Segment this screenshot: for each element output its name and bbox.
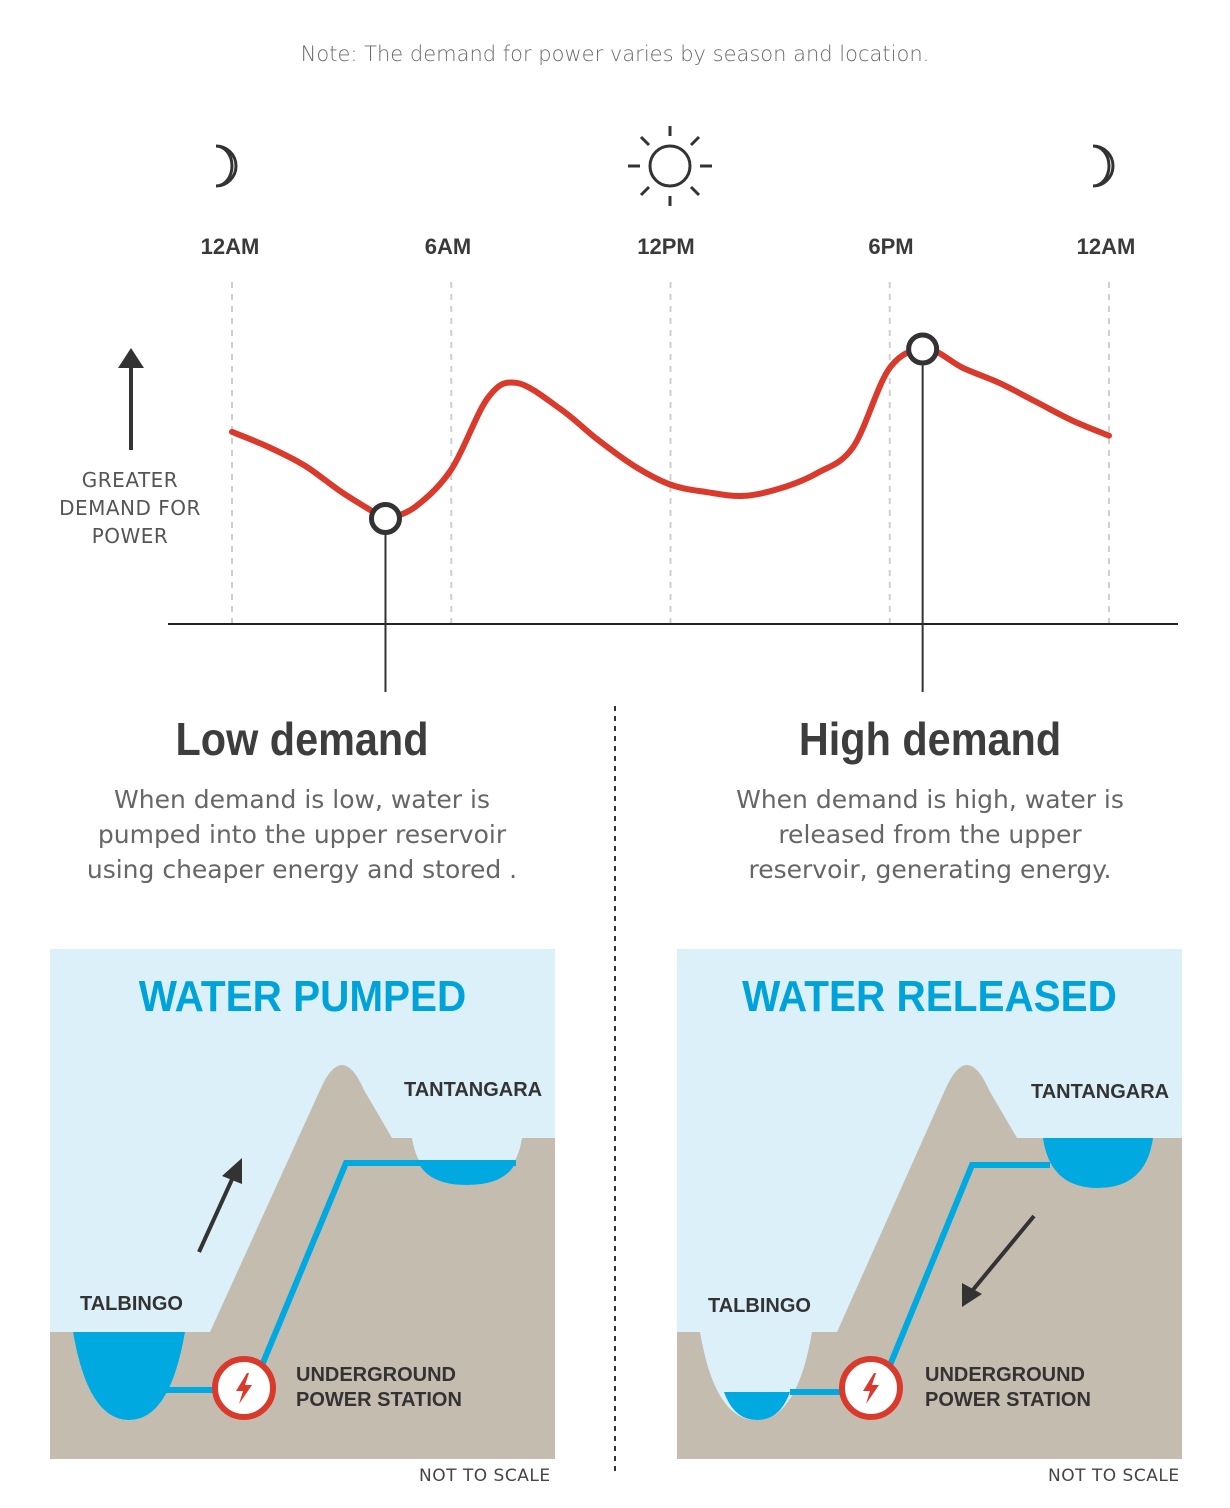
flow-down-arrow-icon: [962, 1214, 1036, 1307]
power-station-label: UNDERGROUND POWER STATION: [925, 1364, 1091, 1411]
water-released-diagram: [677, 949, 1182, 1459]
talbingo-water: [73, 1332, 185, 1420]
y-axis-label: GREATER DEMAND FOR POWER: [59, 468, 201, 548]
low-demand-description: When demand is low, water is pumped into…: [86, 785, 518, 884]
time-label-12am-end: 12AM: [1076, 234, 1136, 259]
power-station-icon: [212, 1356, 276, 1420]
sun-icon: [628, 126, 712, 206]
water-released-title: WATER RELEASED: [742, 972, 1117, 1021]
time-label-12pm: 12PM: [637, 234, 695, 259]
flow-up-arrow-icon: [197, 1158, 242, 1253]
gridlines: [231, 282, 1110, 624]
not-to-scale-label: NOT TO SCALE: [1048, 1466, 1180, 1486]
moon-icon: [1092, 144, 1115, 188]
high-demand-heading: High demand: [798, 713, 1062, 765]
low-demand-marker: [368, 502, 402, 536]
time-label-6am: 6AM: [424, 234, 472, 259]
water-pumped-diagram: [50, 949, 555, 1459]
high-demand-marker: [906, 332, 940, 366]
tantangara-water: [1043, 1138, 1153, 1188]
tantangara-water: [418, 1162, 516, 1185]
talbingo-water: [724, 1392, 790, 1420]
power-station-label: UNDERGROUND POWER STATION: [296, 1364, 462, 1411]
high-demand-description: When demand is high, water is released f…: [736, 785, 1124, 884]
note-text: Note: The demand for power varies by sea…: [300, 42, 930, 66]
time-label-6pm: 6PM: [868, 234, 914, 259]
up-arrow-icon: [118, 348, 144, 450]
tantangara-label: TANTANGARA: [1031, 1081, 1170, 1103]
talbingo-label: TALBINGO: [80, 1293, 183, 1315]
low-demand-heading: Low demand: [175, 713, 429, 765]
demand-line-series: [229, 346, 1112, 523]
tantangara-label: TANTANGARA: [404, 1079, 543, 1101]
water-pumped-title: WATER PUMPED: [138, 972, 467, 1021]
talbingo-label: TALBINGO: [708, 1295, 811, 1317]
power-station-icon: [839, 1356, 903, 1420]
moon-icon: [215, 144, 238, 188]
time-label-12am: 12AM: [200, 234, 260, 259]
not-to-scale-label: NOT TO SCALE: [419, 1466, 551, 1486]
demand-markers: [368, 332, 940, 692]
